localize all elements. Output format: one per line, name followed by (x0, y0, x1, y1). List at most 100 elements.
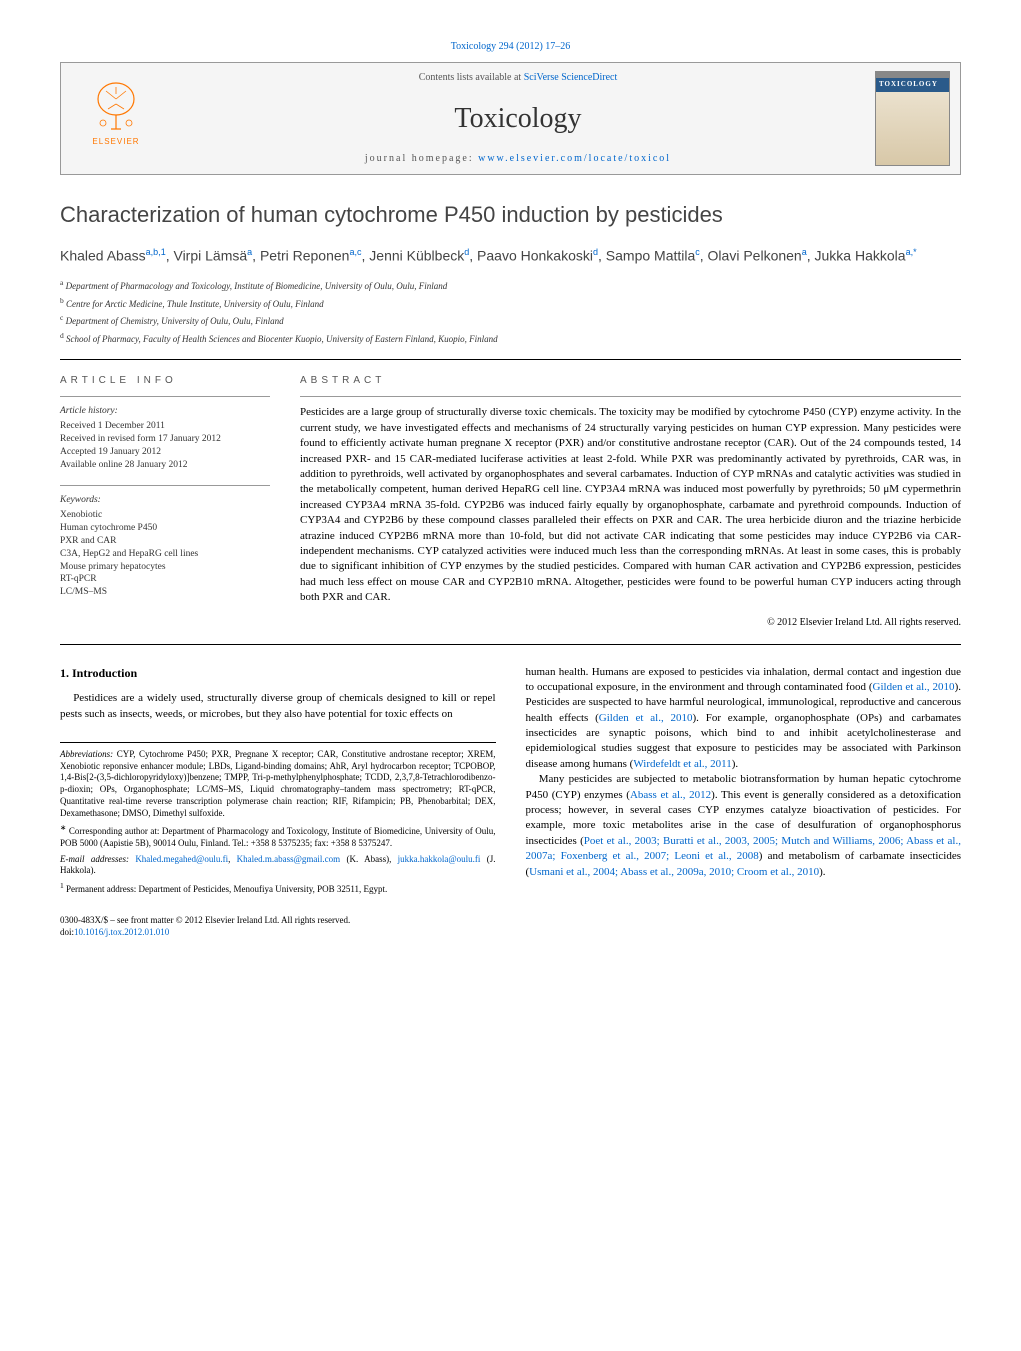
keyword: Mouse primary hepatocytes (60, 561, 270, 574)
email-link-2[interactable]: Khaled.m.abass@gmail.com (237, 854, 341, 864)
cite-wirdefeldt-2011[interactable]: Wirdefeldt et al., 2011 (633, 758, 731, 770)
author-name: Sampo Mattila (606, 247, 695, 263)
citation: Toxicology 294 (2012) 17–26 (60, 40, 961, 54)
p2d: ). (732, 758, 738, 770)
keyword: Human cytochrome P450 (60, 522, 270, 535)
cover-title: TOXICOLOGY (876, 78, 949, 92)
contents-line: Contents lists available at SciVerse Sci… (181, 71, 855, 85)
keyword: RT-qPCR (60, 573, 270, 586)
author-affil-marker: a,* (906, 247, 917, 257)
affil-ref[interactable]: a (906, 247, 911, 257)
abstract-rule (300, 396, 961, 397)
affil-ref[interactable]: b (153, 247, 158, 257)
authors: Khaled Abassa,b,1, Virpi Lämsäa, Petri R… (60, 246, 961, 266)
abstract-text: Pesticides are a large group of structur… (300, 405, 961, 605)
author-name: Olavi Pelkonen (708, 247, 802, 263)
cite-gilden-2010b[interactable]: Gilden et al., 2010 (599, 712, 693, 724)
email-footnote: E-mail addresses: Khaled.megahed@oulu.fi… (60, 854, 496, 877)
author-affil-marker: a,b,1 (146, 247, 166, 257)
homepage-link[interactable]: www.elsevier.com/locate/toxicol (478, 153, 671, 164)
affiliation: a Department of Pharmacology and Toxicol… (60, 278, 961, 293)
journal-header: ELSEVIER Contents lists available at Sci… (60, 62, 961, 175)
keywords-block: Keywords: XenobioticHuman cytochrome P45… (60, 494, 270, 599)
cite-abass-2012[interactable]: Abass et al., 2012 (630, 789, 711, 801)
affil-ref[interactable]: a (247, 247, 252, 257)
journal-name: Toxicology (181, 99, 855, 138)
article-history: Article history: Received 1 December 201… (60, 405, 270, 471)
history-line: Received in revised form 17 January 2012 (60, 433, 270, 446)
doi-link[interactable]: 10.1016/j.tox.2012.01.010 (74, 927, 169, 937)
author-name: Virpi Lämsä (173, 247, 247, 263)
email-after-1: (K. Abass), (340, 854, 397, 864)
intro-heading: 1. Introduction (60, 665, 496, 682)
corresponding-footnote: ∗ Corresponding author at: Department of… (60, 823, 496, 849)
affiliation: b Centre for Arctic Medicine, Thule Inst… (60, 296, 961, 311)
history-line: Available online 28 January 2012 (60, 459, 270, 472)
rule-top (60, 359, 961, 360)
intro-para-2: human health. Humans are exposed to pest… (526, 665, 962, 773)
affil-ref[interactable]: a (146, 247, 151, 257)
journal-cover: TOXICOLOGY (875, 71, 950, 166)
publisher-name: ELSEVIER (92, 136, 139, 147)
author-affil-marker: a (802, 247, 807, 257)
author-affil-marker: c (695, 247, 700, 257)
footnotes: Abbreviations: CYP, Cytochrome P450; PXR… (60, 742, 496, 896)
affil-ref[interactable]: a (349, 247, 354, 257)
perm-text: Permanent address: Department of Pestici… (64, 884, 388, 894)
doi-label: doi: (60, 927, 74, 937)
intro-para-1: Pestidices are a widely used, structural… (60, 691, 496, 722)
cover-box: TOXICOLOGY (865, 63, 960, 174)
affil-ref[interactable]: 1 (161, 247, 166, 257)
affil-ref[interactable]: c (695, 247, 700, 257)
contents-prefix: Contents lists available at (419, 72, 524, 83)
elsevier-logo: ELSEVIER (81, 79, 151, 159)
keyword: Xenobiotic (60, 509, 270, 522)
author-affil-marker: a (247, 247, 252, 257)
affil-ref[interactable]: d (593, 247, 598, 257)
rule-bottom (60, 644, 961, 645)
author-name: Jenni Küblbeck (369, 247, 464, 263)
author-affil-marker: a,c (349, 247, 361, 257)
email-link-1[interactable]: Khaled.megahed@oulu.fi (135, 854, 228, 864)
intro-para-3: Many pesticides are subjected to metabol… (526, 772, 962, 880)
p3d: ). (819, 866, 825, 878)
abstract-copyright: © 2012 Elsevier Ireland Ltd. All rights … (300, 616, 961, 630)
keyword: LC/MS–MS (60, 586, 270, 599)
abbreviations-footnote: Abbreviations: CYP, Cytochrome P450; PXR… (60, 749, 496, 819)
homepage-line: journal homepage: www.elsevier.com/locat… (181, 152, 855, 166)
info-rule-2 (60, 485, 270, 486)
affiliation: c Department of Chemistry, University of… (60, 313, 961, 328)
abbrev-text: CYP, Cytochrome P450; PXR, Pregnane X re… (60, 749, 496, 817)
affil-ref[interactable]: * (913, 247, 917, 257)
email-link-3[interactable]: jukka.hakkola@oulu.fi (398, 854, 481, 864)
author-affil-marker: d (593, 247, 598, 257)
info-rule-1 (60, 396, 270, 397)
keywords-header: Keywords: (60, 494, 270, 507)
author-name: Petri Reponen (260, 247, 350, 263)
issn-line: 0300-483X/$ – see front matter © 2012 El… (60, 914, 496, 927)
homepage-prefix: journal homepage: (365, 153, 478, 164)
cite-usmani-2004[interactable]: Usmani et al., 2004; Abass et al., 2009a… (529, 866, 819, 878)
cite-gilden-2010a[interactable]: Gilden et al., 2010 (873, 681, 955, 693)
article-info-label: ARTICLE INFO (60, 374, 270, 388)
affiliation: d School of Pharmacy, Faculty of Health … (60, 331, 961, 346)
history-header: Article history: (60, 405, 270, 418)
bottom-matter: 0300-483X/$ – see front matter © 2012 El… (60, 914, 496, 939)
history-line: Received 1 December 2011 (60, 420, 270, 433)
body-right-column: human health. Humans are exposed to pest… (526, 665, 962, 939)
corr-text: Corresponding author at: Department of P… (60, 826, 496, 848)
sciencedirect-link[interactable]: SciVerse ScienceDirect (524, 72, 618, 83)
article-info-column: ARTICLE INFO Article history: Received 1… (60, 374, 270, 629)
keyword: PXR and CAR (60, 535, 270, 548)
body-left-column: 1. Introduction Pestidices are a widely … (60, 665, 496, 939)
affil-ref[interactable]: a (802, 247, 807, 257)
email-label: E-mail addresses: (60, 854, 129, 864)
publisher-logo-box: ELSEVIER (61, 63, 171, 174)
affil-ref[interactable]: d (464, 247, 469, 257)
article-title: Characterization of human cytochrome P45… (60, 200, 961, 231)
history-line: Accepted 19 January 2012 (60, 446, 270, 459)
affil-ref[interactable]: c (357, 247, 362, 257)
author-name: Khaled Abass (60, 247, 146, 263)
elsevier-tree-icon (91, 79, 141, 134)
abstract-column: ABSTRACT Pesticides are a large group of… (300, 374, 961, 629)
